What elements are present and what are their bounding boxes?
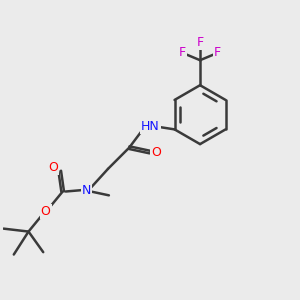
Text: F: F (179, 46, 186, 59)
Text: F: F (214, 46, 221, 59)
Text: HN: HN (141, 120, 160, 133)
Text: O: O (48, 161, 58, 175)
Text: O: O (152, 146, 161, 159)
Text: F: F (196, 36, 204, 49)
Text: O: O (41, 205, 50, 218)
Text: N: N (82, 184, 92, 196)
